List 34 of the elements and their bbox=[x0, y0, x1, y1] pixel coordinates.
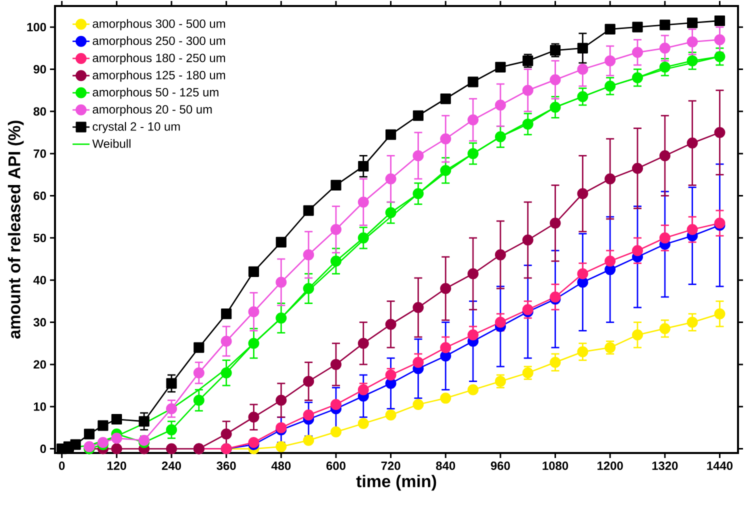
y-tick-label: 70 bbox=[34, 149, 46, 158]
x-tick-label: 480 bbox=[271, 462, 291, 470]
y-tick-label: 40 bbox=[33, 276, 46, 284]
legend-label: Weibull bbox=[92, 139, 130, 148]
y-tick-label: 60 bbox=[34, 192, 46, 200]
x-tick-label: 1320 bbox=[652, 462, 678, 470]
legend-label: amorphous 180 - 250 um bbox=[92, 53, 226, 65]
x-tick-label: 840 bbox=[436, 462, 456, 470]
x-tick-label: 0 bbox=[58, 462, 65, 470]
y-tick-label: 80 bbox=[34, 107, 46, 116]
y-tick-label: 50 bbox=[34, 234, 46, 242]
x-tick-label: 1080 bbox=[542, 462, 568, 470]
x-tick-label: 960 bbox=[490, 462, 510, 470]
x-tick-label: 720 bbox=[381, 462, 400, 470]
legend-label: amorphous 300 - 500 um bbox=[92, 19, 226, 30]
y-tick-label: 20 bbox=[34, 360, 46, 369]
x-tick-label: 600 bbox=[326, 462, 346, 470]
x-tick-label: 360 bbox=[216, 462, 236, 470]
y-tick-label: 10 bbox=[34, 402, 46, 411]
legend-label: crystal 2 - 10 um bbox=[92, 122, 180, 134]
y-tick-label: 30 bbox=[33, 318, 46, 327]
y-axis-title: amount of released API (%) bbox=[8, 120, 24, 339]
y-tick-label: 100 bbox=[27, 22, 46, 32]
x-tick-label: 240 bbox=[162, 462, 181, 470]
x-tick-label: 120 bbox=[107, 462, 126, 470]
legend-label: amorphous 20 - 50 um bbox=[92, 104, 212, 116]
legend-label: amorphous 250 - 300 um bbox=[92, 36, 226, 48]
x-axis-title: time (min) bbox=[356, 474, 436, 491]
x-tick-label: 1200 bbox=[598, 462, 623, 470]
legend-label: amorphous 50 - 125 um bbox=[92, 88, 218, 99]
y-tick-label: 0 bbox=[40, 444, 46, 454]
x-tick-label: 1440 bbox=[707, 462, 733, 470]
legend-label: amorphous 125 - 180 um bbox=[92, 70, 226, 82]
y-tick-label: 90 bbox=[34, 65, 46, 74]
